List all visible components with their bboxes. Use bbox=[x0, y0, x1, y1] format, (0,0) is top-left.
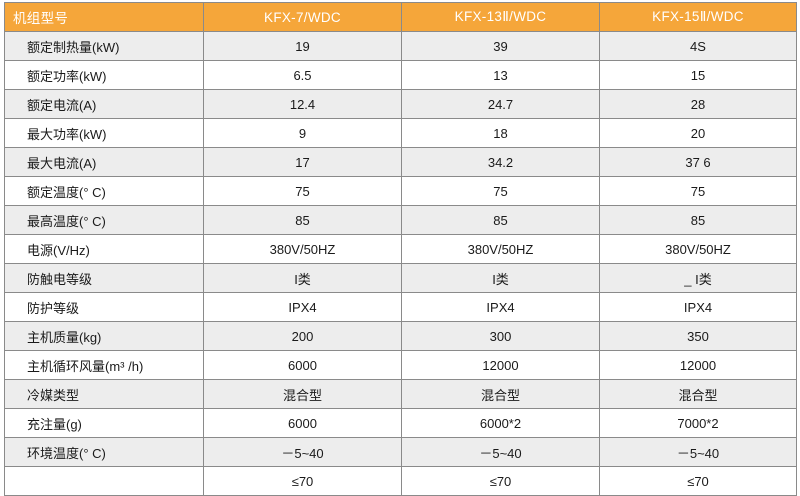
table-row: 额定温度(° C) 75 75 75 bbox=[4, 176, 797, 206]
cell-value: IPX4 bbox=[203, 292, 402, 322]
cell-value: ≤70 bbox=[203, 466, 402, 496]
table-row: 防护等级 IPX4 IPX4 IPX4 bbox=[4, 292, 797, 322]
cell-value: IPX4 bbox=[401, 292, 600, 322]
table-row: 环境温度(° C) －5~40 －5~40 －5~40 bbox=[4, 437, 797, 467]
table-row: 最大功率(kW) 9 18 20 bbox=[4, 118, 797, 148]
cell-value: 380V/50HZ bbox=[599, 234, 797, 264]
cell-value: 75 bbox=[401, 176, 600, 206]
cell-value: IPX4 bbox=[599, 292, 797, 322]
cell-value: 19 bbox=[203, 31, 402, 61]
cell-value: 85 bbox=[203, 205, 402, 235]
row-label: 额定温度(° C) bbox=[4, 176, 204, 206]
row-label: 最大功率(kW) bbox=[4, 118, 204, 148]
row-label: 额定功率(kW) bbox=[4, 60, 204, 90]
header-row: 机组型号 KFX-7/WDC KFX-13Ⅱ/WDC KFX-15Ⅱ/WDC bbox=[4, 2, 797, 32]
table-row: 冷媒类型 混合型 混合型 混合型 bbox=[4, 379, 797, 409]
cell-value: 12000 bbox=[401, 350, 600, 380]
table-row: 额定功率(kW) 6.5 13 15 bbox=[4, 60, 797, 90]
cell-value: －5~40 bbox=[401, 437, 600, 467]
cell-value: 200 bbox=[203, 321, 402, 351]
row-label bbox=[4, 466, 204, 496]
cell-value: 6000 bbox=[203, 350, 402, 380]
cell-value: 6000*2 bbox=[401, 408, 600, 438]
cell-value: 350 bbox=[599, 321, 797, 351]
row-label: 最大电流(A) bbox=[4, 147, 204, 177]
cell-value: 28 bbox=[599, 89, 797, 119]
cell-value: 37 6 bbox=[599, 147, 797, 177]
cell-value: 13 bbox=[401, 60, 600, 90]
cell-value: 17 bbox=[203, 147, 402, 177]
cell-value: 75 bbox=[599, 176, 797, 206]
row-label: 额定电流(A) bbox=[4, 89, 204, 119]
row-label: 防护等级 bbox=[4, 292, 204, 322]
table-row: 额定电流(A) 12.4 24.7 28 bbox=[4, 89, 797, 119]
cell-value: I类 bbox=[203, 263, 402, 293]
cell-value: 4S bbox=[599, 31, 797, 61]
cell-value: 300 bbox=[401, 321, 600, 351]
table-row: 防触电等级 I类 I类 _ I类 bbox=[4, 263, 797, 293]
cell-value: 混合型 bbox=[599, 379, 797, 409]
spec-table: 机组型号 KFX-7/WDC KFX-13Ⅱ/WDC KFX-15Ⅱ/WDC 额… bbox=[4, 2, 797, 496]
cell-value: 85 bbox=[599, 205, 797, 235]
row-label: 冷媒类型 bbox=[4, 379, 204, 409]
cell-value: 34.2 bbox=[401, 147, 600, 177]
cell-value: 9 bbox=[203, 118, 402, 148]
cell-value: 6000 bbox=[203, 408, 402, 438]
cell-value: 75 bbox=[203, 176, 402, 206]
cell-value: 15 bbox=[599, 60, 797, 90]
row-label: 额定制热量(kW) bbox=[4, 31, 204, 61]
cell-value: 12.4 bbox=[203, 89, 402, 119]
cell-value: 12000 bbox=[599, 350, 797, 380]
header-model-2: KFX-13Ⅱ/WDC bbox=[401, 2, 600, 32]
table-row: 电源(V/Hz) 380V/50HZ 380V/50HZ 380V/50HZ bbox=[4, 234, 797, 264]
table-row: ≤70 ≤70 ≤70 bbox=[4, 466, 797, 496]
row-label: 防触电等级 bbox=[4, 263, 204, 293]
cell-value: 混合型 bbox=[203, 379, 402, 409]
cell-value: 7000*2 bbox=[599, 408, 797, 438]
cell-value: _ I类 bbox=[599, 263, 797, 293]
row-label: 最高温度(° C) bbox=[4, 205, 204, 235]
cell-value: 20 bbox=[599, 118, 797, 148]
row-label: 主机质量(kg) bbox=[4, 321, 204, 351]
row-label: 主机循环风量(m³ /h) bbox=[4, 350, 204, 380]
cell-value: 39 bbox=[401, 31, 600, 61]
cell-value: ≤70 bbox=[401, 466, 600, 496]
table-row: 充注量(g) 6000 6000*2 7000*2 bbox=[4, 408, 797, 438]
cell-value: 6.5 bbox=[203, 60, 402, 90]
table-row: 主机质量(kg) 200 300 350 bbox=[4, 321, 797, 351]
row-label: 充注量(g) bbox=[4, 408, 204, 438]
cell-value: ≤70 bbox=[599, 466, 797, 496]
header-model-1: KFX-7/WDC bbox=[203, 2, 402, 32]
cell-value: I类 bbox=[401, 263, 600, 293]
cell-value: 380V/50HZ bbox=[401, 234, 600, 264]
table-row: 最高温度(° C) 85 85 85 bbox=[4, 205, 797, 235]
cell-value: 24.7 bbox=[401, 89, 600, 119]
cell-value: 85 bbox=[401, 205, 600, 235]
cell-value: 18 bbox=[401, 118, 600, 148]
row-label: 电源(V/Hz) bbox=[4, 234, 204, 264]
row-label: 环境温度(° C) bbox=[4, 437, 204, 467]
table-row: 额定制热量(kW) 19 39 4S bbox=[4, 31, 797, 61]
table-row: 最大电流(A) 17 34.2 37 6 bbox=[4, 147, 797, 177]
header-param: 机组型号 bbox=[4, 2, 204, 32]
header-model-3: KFX-15Ⅱ/WDC bbox=[599, 2, 797, 32]
cell-value: －5~40 bbox=[599, 437, 797, 467]
table-row: 主机循环风量(m³ /h) 6000 12000 12000 bbox=[4, 350, 797, 380]
cell-value: －5~40 bbox=[203, 437, 402, 467]
cell-value: 380V/50HZ bbox=[203, 234, 402, 264]
cell-value: 混合型 bbox=[401, 379, 600, 409]
